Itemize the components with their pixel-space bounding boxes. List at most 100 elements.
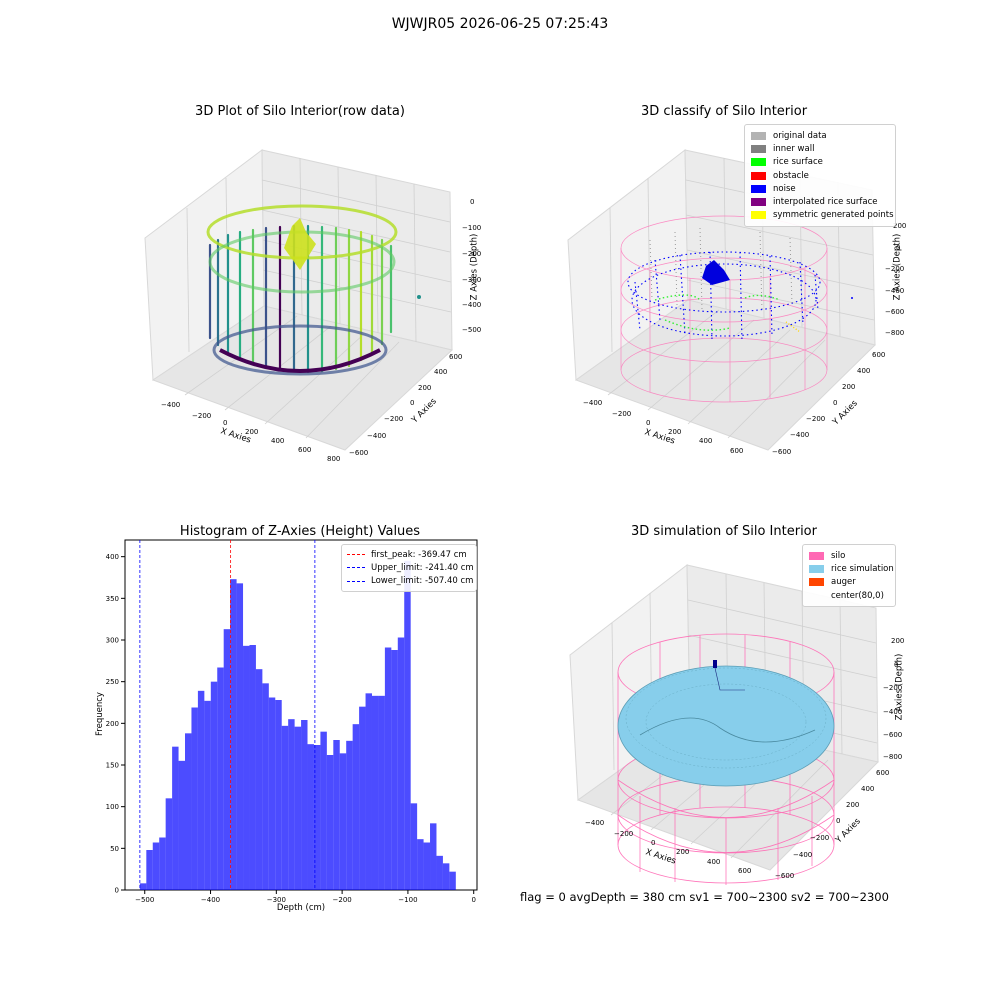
raw-xtick: 600 bbox=[298, 446, 312, 454]
histogram-y-tick-label: 0 bbox=[115, 887, 119, 895]
histogram-bar bbox=[185, 733, 192, 890]
legend-item-rice-simulation: rice simulation bbox=[809, 562, 894, 575]
histogram-bar bbox=[294, 726, 302, 890]
histogram-bar bbox=[410, 803, 418, 890]
simulation-ytick: −200 bbox=[810, 834, 830, 842]
simulation-legend: silo rice simulation auger center(80,0) bbox=[802, 544, 896, 608]
legend-label: rice simulation bbox=[831, 563, 894, 574]
simulation-plot-title: 3D simulation of Silo Interior bbox=[631, 524, 817, 539]
histogram-bar bbox=[172, 746, 179, 890]
simulation-ytick: 0 bbox=[836, 817, 841, 825]
histogram-title: Histogram of Z-Axies (Height) Values bbox=[179, 524, 421, 539]
histogram-bar bbox=[236, 583, 244, 890]
histogram-y-ticks: 0 50 100 150 200 250 300 350 400 bbox=[106, 553, 125, 895]
raw-ytick: −400 bbox=[367, 432, 387, 440]
raw-ztick: −500 bbox=[462, 326, 482, 334]
histogram-bar bbox=[333, 740, 340, 890]
simulation-ztick: −400 bbox=[883, 708, 903, 716]
classify-ytick: 0 bbox=[833, 399, 838, 407]
histogram-y-tick-label: 350 bbox=[106, 595, 119, 603]
legend-item-noise: noise bbox=[751, 182, 889, 195]
legend-item-lower-limit: Lower_limit: -507.40 cm bbox=[347, 575, 474, 588]
raw-silo-points bbox=[208, 224, 393, 374]
classify-ytick: −600 bbox=[772, 448, 792, 456]
raw-ytick: −200 bbox=[384, 415, 404, 423]
raw-xtick: −200 bbox=[192, 412, 212, 420]
histogram-bar bbox=[346, 740, 353, 890]
histogram-y-tick-label: 250 bbox=[106, 678, 119, 686]
classify-xtick: −200 bbox=[612, 410, 632, 418]
histogram-y-tick-label: 100 bbox=[106, 803, 119, 811]
legend-item-obstacle: obstacle bbox=[751, 169, 889, 182]
histogram-bar bbox=[391, 650, 398, 890]
raw-ztick: −400 bbox=[462, 301, 482, 309]
simulation-ytick: −400 bbox=[793, 851, 813, 859]
histogram-bar bbox=[249, 645, 256, 890]
histogram-bar bbox=[404, 560, 411, 890]
classify-xtick: 400 bbox=[699, 437, 713, 445]
histogram-bar bbox=[152, 842, 160, 890]
histogram-x-tick-label: −100 bbox=[398, 896, 417, 904]
histogram-bar bbox=[430, 823, 437, 890]
legend-swatch bbox=[751, 211, 766, 220]
legend-label: first_peak: -369.47 cm bbox=[371, 549, 467, 560]
legend-line bbox=[347, 554, 365, 556]
histogram-y-tick-label: 150 bbox=[106, 762, 119, 770]
histogram-bar bbox=[255, 669, 263, 890]
legend-label: center(80,0) bbox=[831, 590, 884, 601]
histogram-bar bbox=[320, 731, 327, 890]
legend-label: silo bbox=[831, 550, 846, 561]
histogram-y-tick-label: 50 bbox=[110, 845, 119, 853]
raw-center-peak bbox=[284, 218, 316, 270]
legend-item-original-data: original data bbox=[751, 129, 889, 142]
histogram-bar bbox=[210, 681, 218, 890]
histogram-x-tick-label: 0 bbox=[471, 896, 475, 904]
histogram-bar bbox=[159, 837, 166, 890]
legend-label: obstacle bbox=[773, 170, 809, 181]
simulation-xtick: −400 bbox=[585, 819, 605, 827]
legend-label: noise bbox=[773, 183, 796, 194]
raw-xtick: 400 bbox=[271, 437, 285, 445]
raw-ytick: 0 bbox=[410, 399, 415, 407]
legend-swatch bbox=[809, 564, 824, 573]
classify-ytick: 400 bbox=[857, 367, 871, 375]
raw-ztick: 0 bbox=[470, 198, 475, 206]
simulation-ztick: −200 bbox=[883, 684, 903, 692]
histogram-bar bbox=[371, 695, 379, 890]
legend-label: Lower_limit: -507.40 cm bbox=[371, 576, 474, 587]
legend-item-auger: auger bbox=[809, 576, 889, 589]
histogram-bar bbox=[436, 855, 443, 890]
classify-ztick: −800 bbox=[885, 329, 905, 337]
classify-ytick: 200 bbox=[842, 383, 856, 391]
histogram-bar bbox=[197, 690, 205, 890]
histogram-legend: first_peak: -369.47 cm Upper_limit: -241… bbox=[341, 544, 477, 592]
raw-ytick: 200 bbox=[418, 384, 432, 392]
raw-ytick: 400 bbox=[434, 368, 448, 376]
simulation-xtick: 400 bbox=[707, 858, 721, 866]
classify-ytick: −400 bbox=[790, 431, 810, 439]
histogram-bar bbox=[307, 744, 314, 890]
simulation-ztick: 200 bbox=[891, 637, 905, 645]
legend-swatch bbox=[809, 592, 824, 600]
raw-xtick: −400 bbox=[161, 401, 181, 409]
histogram-bar bbox=[384, 647, 392, 890]
histogram-bar bbox=[165, 798, 173, 890]
histogram-bar bbox=[281, 725, 289, 890]
legend-label: inner wall bbox=[773, 143, 815, 154]
simulation-ztick: −600 bbox=[883, 731, 903, 739]
histogram-bar bbox=[204, 700, 211, 890]
histogram-bar bbox=[268, 697, 276, 890]
classify-center-cluster bbox=[702, 260, 730, 285]
histogram-x-tick-label: −200 bbox=[333, 896, 352, 904]
simulation-silo-front bbox=[617, 779, 835, 885]
histogram-y-tick-label: 200 bbox=[106, 720, 119, 728]
histogram-bar bbox=[243, 645, 250, 890]
classify-original-points bbox=[649, 227, 793, 313]
raw-ztick: −300 bbox=[462, 276, 482, 284]
legend-line bbox=[347, 567, 365, 569]
classify-ztick: 0 bbox=[896, 244, 901, 252]
histogram-bar bbox=[359, 706, 366, 890]
histogram-bar bbox=[288, 719, 295, 890]
histogram-bar bbox=[223, 629, 231, 890]
